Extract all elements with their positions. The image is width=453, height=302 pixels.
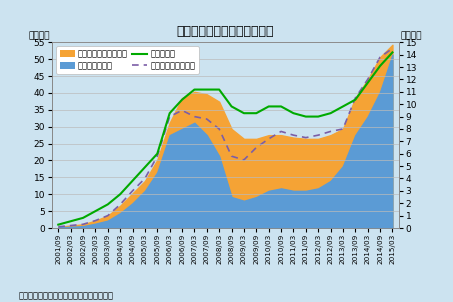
- Text: （出所）不動産証券化協会，投資信託協会: （出所）不動産証券化協会，投資信託協会: [18, 291, 113, 300]
- Title: 銀柄数・時価総額・資産規模: 銀柄数・時価総額・資産規模: [177, 25, 274, 38]
- Text: （銀柄）: （銀柄）: [29, 31, 50, 40]
- Legend: 資産規模（取得価格）, 投資口時価総額, 上場銀柄数, 資産規模（評価額）: 資産規模（取得価格）, 投資口時価総額, 上場銀柄数, 資産規模（評価額）: [56, 47, 199, 74]
- Text: （兆円）: （兆円）: [400, 31, 422, 40]
